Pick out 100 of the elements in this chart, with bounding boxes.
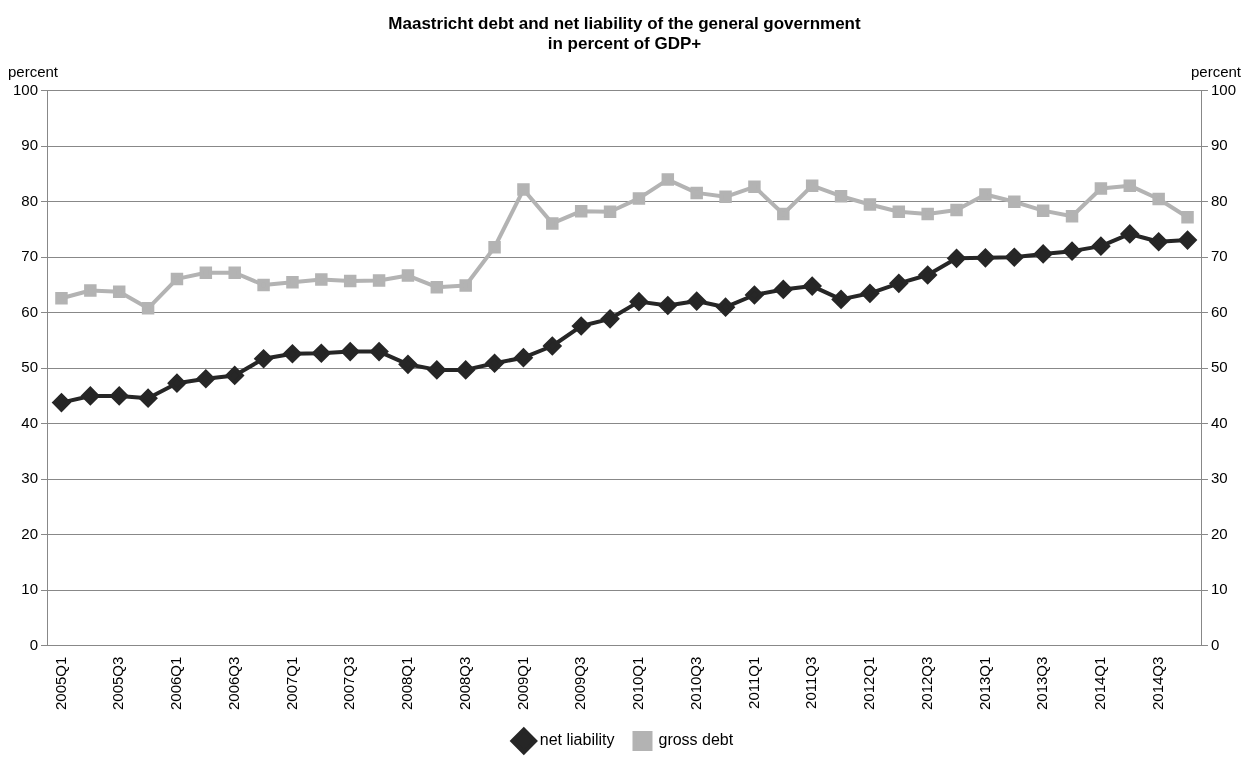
point (370, 342, 389, 361)
point (286, 275, 299, 289)
x-tick-label: 2006Q1 (167, 656, 185, 711)
point (1065, 209, 1079, 223)
y-tick-label: 70 (21, 247, 39, 265)
point (803, 277, 822, 296)
point (546, 217, 559, 230)
point (1034, 244, 1053, 263)
point (748, 180, 761, 194)
x-tick-label: 2010Q3 (686, 656, 704, 711)
point (1094, 182, 1108, 195)
point (601, 309, 620, 328)
point (257, 278, 270, 292)
y-tick-label: 80 (21, 191, 39, 209)
x-tick-label: 2009Q1 (513, 656, 531, 711)
y-tick-label: 0 (29, 635, 39, 653)
x-tick-label: 2013Q3 (1033, 656, 1051, 711)
y-tick-label: 50 (21, 358, 39, 376)
y2-tick-label: 70 (1210, 247, 1228, 265)
point (1178, 231, 1197, 250)
point (1008, 195, 1021, 209)
point (1120, 224, 1139, 243)
point (629, 292, 648, 311)
y-tick-label: 20 (21, 524, 39, 542)
chart-title: Maastricht debt and net liability of the general government in percent of GDP+ (388, 13, 861, 54)
point (170, 272, 184, 286)
point (141, 302, 155, 315)
point (805, 179, 819, 192)
point (343, 274, 357, 288)
point (889, 274, 908, 293)
point (719, 190, 732, 204)
y2-tick-label: 20 (1210, 524, 1228, 542)
point (603, 205, 617, 218)
point (430, 280, 444, 294)
y2-tick-label: 0 (1210, 635, 1220, 653)
y2-tick-label: 10 (1210, 580, 1228, 598)
point (543, 337, 562, 356)
point (398, 355, 417, 374)
y-tick-label: 60 (21, 302, 39, 320)
point (55, 292, 68, 305)
point (1149, 232, 1168, 251)
point (947, 249, 966, 268)
point (832, 290, 851, 309)
point (572, 317, 591, 336)
y2-axis-title: percent (1190, 63, 1242, 81)
point (459, 279, 472, 292)
point (485, 354, 504, 373)
point (254, 349, 273, 368)
point (52, 393, 71, 412)
point (716, 298, 735, 317)
point (860, 284, 879, 303)
point (1091, 237, 1110, 256)
point (199, 266, 213, 280)
x-tick-label: 2014Q3 (1148, 656, 1166, 711)
point (228, 266, 241, 280)
point (341, 342, 360, 361)
point (110, 386, 129, 405)
x-tick-label: 2007Q3 (340, 656, 358, 711)
x-tick-label: 2005Q1 (51, 656, 69, 711)
point (918, 266, 937, 284)
point (283, 344, 302, 363)
point (167, 374, 186, 393)
point (863, 198, 877, 211)
point (1152, 192, 1165, 206)
point (777, 207, 790, 221)
y-tick-label: 30 (21, 469, 39, 487)
x-tick-label: 2009Q3 (571, 656, 589, 711)
x-tick-label: 2005Q3 (109, 656, 127, 711)
point (427, 360, 446, 379)
point (401, 269, 415, 282)
point (312, 344, 331, 363)
point (834, 189, 848, 203)
point (1036, 204, 1050, 217)
point (372, 274, 386, 287)
point (745, 285, 764, 304)
point (632, 192, 646, 205)
point (488, 241, 501, 254)
y-tick-label: 100 (13, 80, 39, 98)
legend-label: net liability (539, 731, 615, 749)
point (774, 280, 793, 299)
point (690, 186, 703, 200)
point (1005, 248, 1024, 267)
point (84, 284, 97, 297)
x-tick-label: 2011Q1 (744, 656, 762, 709)
y2-tick-label: 90 (1210, 136, 1228, 154)
point (950, 203, 963, 217)
point (921, 207, 934, 221)
x-tick-label: 2006Q3 (224, 656, 242, 711)
y2-tick-label: 30 (1210, 469, 1228, 487)
point (225, 366, 244, 385)
point (517, 183, 530, 196)
y2-tick-label: 40 (1210, 413, 1228, 431)
y-axis-title: percent (8, 63, 59, 81)
point (1123, 179, 1137, 192)
y2-tick-label: 80 (1210, 191, 1228, 209)
y-tick-label: 40 (21, 413, 39, 431)
point (1181, 211, 1194, 224)
point (658, 296, 677, 315)
point (687, 292, 706, 311)
x-tick-label: 2011Q3 (802, 656, 820, 709)
